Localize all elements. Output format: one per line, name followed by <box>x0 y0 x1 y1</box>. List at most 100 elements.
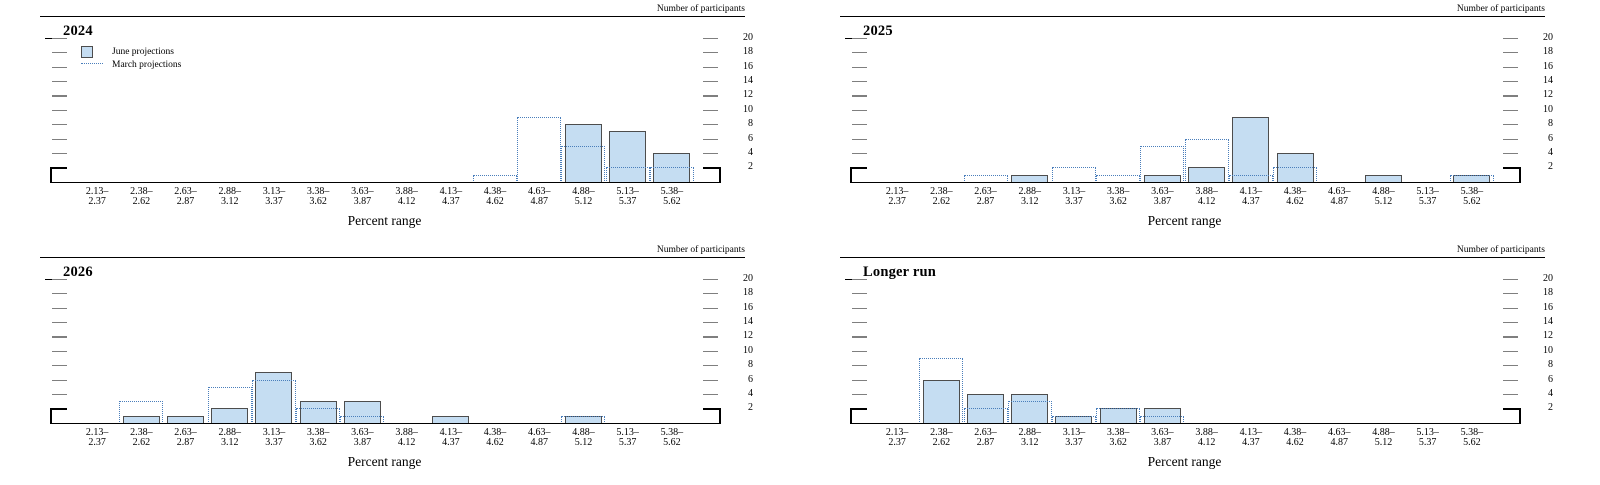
projection-panel: Number of participants 2024 2 4 6 8 10 12 14 16 18… <box>0 0 800 245</box>
march-outline <box>649 167 694 183</box>
x-tick-label: 3.88– 4.12 <box>1195 426 1218 448</box>
x-tick-label: 2.13– 2.37 <box>85 426 109 448</box>
y-tick-label: 8 <box>748 359 753 371</box>
y-tick-label: 2 <box>1548 161 1553 173</box>
y-axis-caption: Number of participants <box>1456 245 1545 255</box>
y-axis-left-spine <box>50 167 52 182</box>
x-tick-label: 4.38– 4.62 <box>1283 426 1307 448</box>
x-axis-line <box>850 422 1521 425</box>
y-tick-label: 20 <box>743 272 753 284</box>
y-tick-left <box>52 95 67 97</box>
panel-title: Longer run <box>863 264 937 280</box>
x-tick-label: 3.13– 3.37 <box>262 426 286 448</box>
y-tick-left <box>852 336 867 338</box>
y-tick-label: 16 <box>743 60 753 72</box>
projection-panel: Number of participants 2025 2 4 6 8 10 12 14 16 18… <box>800 0 1600 245</box>
x-tick-label: 5.13– 5.37 <box>1416 426 1439 448</box>
y-tick-label: 10 <box>743 103 753 115</box>
y-tick-right <box>703 278 718 280</box>
x-tick-label: 3.63– 3.87 <box>1151 426 1174 448</box>
x-tick-label: 5.13– 5.37 <box>616 426 639 448</box>
x-axis-line <box>50 181 721 184</box>
y-tick-right <box>1503 52 1518 54</box>
march-outline <box>1228 174 1273 183</box>
y-tick-label: 14 <box>1543 315 1553 327</box>
y-tick-left <box>852 152 867 155</box>
y-tick-right <box>1503 138 1518 140</box>
projection-panel: Number of participants Longer run 2 4 6 8 10 12… <box>800 241 1600 485</box>
y-tick-2-right <box>703 167 719 169</box>
june-bar <box>922 379 960 424</box>
y-tick-right <box>703 293 718 295</box>
y-tick-right <box>703 365 718 367</box>
y-tick-right <box>703 52 718 54</box>
y-tick-right <box>703 350 718 352</box>
x-tick-label: 3.88– 4.12 <box>395 426 418 448</box>
x-tick-label: 2.13– 2.37 <box>885 426 909 448</box>
x-tick-label: 4.63– 4.87 <box>1328 426 1351 448</box>
y-tick-2-right <box>703 408 719 410</box>
y-tick-label: 2 <box>748 402 753 414</box>
june-bar <box>564 124 602 183</box>
panel-top-rule <box>40 257 745 258</box>
legend-june-swatch <box>81 46 93 58</box>
march-outline <box>1051 415 1096 424</box>
y-tick-left <box>52 80 67 83</box>
y-tick-right <box>1503 124 1518 126</box>
y-tick-right <box>1503 293 1518 295</box>
x-tick-label: 2.63– 2.87 <box>174 426 197 448</box>
y-tick-left <box>852 37 867 39</box>
y-tick-right <box>1503 95 1518 97</box>
x-tick-label: 3.38– 3.62 <box>1106 426 1130 448</box>
panel-title: 2025 <box>863 23 893 39</box>
panel-top-rule <box>840 16 1545 17</box>
x-tick-label: 5.38– 5.62 <box>1460 426 1484 448</box>
y-tick-right <box>703 336 718 338</box>
x-tick-label: 5.38– 5.62 <box>1460 185 1484 207</box>
y-tick-right <box>703 66 718 68</box>
x-tick-label: 3.13– 3.37 <box>1062 185 1086 207</box>
x-tick-label: 2.38– 2.62 <box>930 426 953 448</box>
y-tick-right <box>703 109 718 111</box>
y-tick-label: 4 <box>748 387 753 399</box>
y-tick-label: 20 <box>1543 31 1553 43</box>
y-tick-right <box>703 124 718 126</box>
y-tick-left <box>52 52 67 54</box>
y-tick-left <box>852 350 867 352</box>
y-tick-right <box>1503 321 1518 324</box>
y-tick-label: 4 <box>1548 146 1553 158</box>
panel-top-rule <box>840 257 1545 258</box>
march-outline <box>561 415 606 424</box>
x-tick-label: 2.13– 2.37 <box>85 185 109 207</box>
y-tick-right <box>1503 307 1518 309</box>
legend-march-label: March projections <box>112 60 182 70</box>
march-outline <box>251 379 296 424</box>
y-tick-left <box>52 66 67 68</box>
y-tick-2-left <box>850 408 867 410</box>
june-bar <box>1011 393 1049 424</box>
x-tick-label: 3.63– 3.87 <box>1151 185 1174 207</box>
y-tick-right <box>703 379 718 381</box>
y-tick-label: 14 <box>743 315 753 327</box>
y-tick-left <box>852 124 867 126</box>
y-tick-left <box>52 278 67 280</box>
x-tick-label: 4.13– 4.37 <box>1239 426 1263 448</box>
march-outline <box>963 174 1008 183</box>
y-tick-right <box>703 138 718 140</box>
y-tick-label: 18 <box>743 287 753 299</box>
y-tick-label: 8 <box>1548 359 1553 371</box>
y-tick-label: 8 <box>1548 118 1553 130</box>
y-tick-label: 16 <box>1543 301 1553 313</box>
march-outline <box>1449 174 1494 183</box>
x-tick-label: 4.13– 4.37 <box>439 426 463 448</box>
y-tick-label: 8 <box>748 118 753 130</box>
y-axis-caption: Number of participants <box>1456 4 1545 14</box>
y-tick-label: 12 <box>1543 330 1553 342</box>
y-tick-left <box>52 109 67 111</box>
y-tick-label: 18 <box>743 46 753 58</box>
panel-top-rule <box>40 16 745 17</box>
march-outline <box>473 174 518 183</box>
y-tick-left <box>852 95 867 97</box>
x-tick-label: 4.13– 4.37 <box>439 185 463 207</box>
x-tick-label: 5.38– 5.62 <box>660 426 684 448</box>
